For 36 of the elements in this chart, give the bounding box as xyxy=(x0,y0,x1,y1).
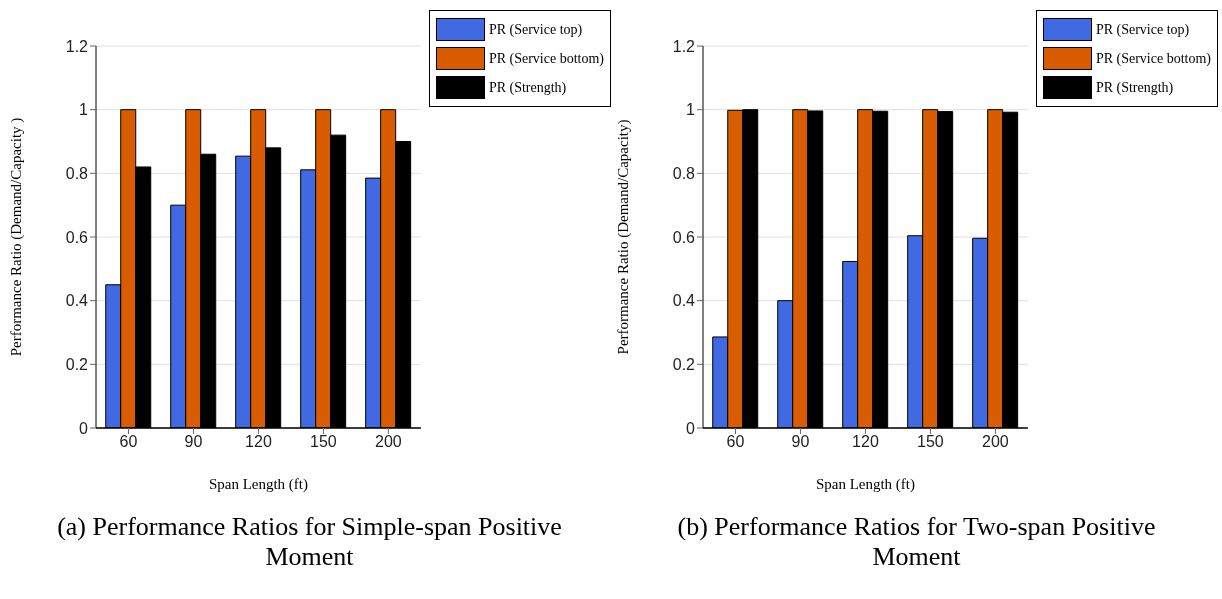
y-tick-label: 0.6 xyxy=(672,228,696,246)
x-axis-title: Span Length (ft) xyxy=(208,475,309,493)
x-tick-label: 60 xyxy=(726,433,745,451)
legend-label: PR (Service bottom) xyxy=(1095,50,1211,67)
text: (a) Performance Ratios for Simple-span Positive Moment xyxy=(56,512,563,572)
y-axis-title: Performance Ratio (Demand/Capacity) xyxy=(615,119,633,355)
y-axis-title: Performance Ratio (Demand/Capacity ) xyxy=(8,117,26,357)
y-tick-label: 1 xyxy=(79,101,89,119)
y-tick-label: 0.8 xyxy=(672,165,696,183)
x-tick-label: 120 xyxy=(852,433,879,451)
x-tick-label: 90 xyxy=(791,433,810,451)
text: (b) Performance Ratios for Two-span Positive Moment xyxy=(676,512,1157,572)
x-axis-title: Span Length (ft) xyxy=(815,475,916,493)
x-tick-label: 200 xyxy=(375,433,402,451)
y-tick-label: 0.2 xyxy=(65,356,89,374)
legend-label: PR (Strength) xyxy=(488,79,567,96)
x-tick-label: 150 xyxy=(310,433,337,451)
y-tick-label: 0 xyxy=(79,419,89,437)
y-tick-label: 0.6 xyxy=(65,228,89,246)
legend-label: PR (Service bottom) xyxy=(488,50,604,67)
y-tick-label: 0 xyxy=(686,419,696,437)
y-tick-label: 1.2 xyxy=(672,37,696,55)
x-tick-label: 60 xyxy=(119,433,138,451)
y-tick-label: 1 xyxy=(686,101,696,119)
legend-label: PR (Strength) xyxy=(1095,79,1174,96)
y-tick-label: 0.4 xyxy=(672,292,696,310)
y-tick-label: 0.4 xyxy=(65,292,89,310)
x-tick-label: 120 xyxy=(245,433,272,451)
legend-label: PR (Service top) xyxy=(1095,21,1190,38)
x-tick-label: 200 xyxy=(982,433,1009,451)
y-tick-label: 0.2 xyxy=(672,356,696,374)
legend-label: PR (Service top) xyxy=(488,21,583,38)
x-tick-label: 150 xyxy=(917,433,944,451)
y-tick-label: 1.2 xyxy=(65,37,89,55)
x-tick-label: 90 xyxy=(184,433,203,451)
y-tick-label: 0.8 xyxy=(65,165,89,183)
